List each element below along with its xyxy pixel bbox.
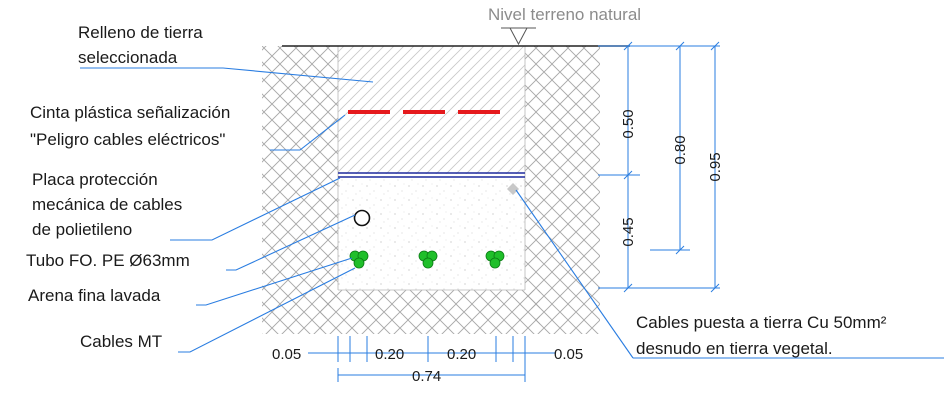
dim-0-20-b: 0.20 (447, 346, 476, 363)
tape-label-line2: "Peligro cables eléctricos" (30, 130, 225, 149)
plate-label-line2: mecánica de cables (32, 195, 182, 214)
earth-cable-label-line1: Cables puesta a tierra Cu 50mm² (636, 313, 887, 332)
natural-soil-hatch (262, 46, 600, 334)
plate-label-line3: de polietileno (32, 220, 132, 239)
mt-cables-label: Cables MT (80, 332, 162, 351)
fill-label-line2: seleccionada (78, 48, 178, 67)
dim-0-80: 0.80 (672, 135, 689, 164)
dim-0-74: 0.74 (412, 368, 441, 385)
ground-level-marker-icon (501, 27, 536, 46)
dim-0-20-a: 0.20 (375, 346, 404, 363)
dim-0-05-right: 0.05 (554, 346, 583, 363)
earth-cable-icon (507, 183, 519, 195)
vertical-dimensions (598, 41, 720, 293)
dim-0-05-left: 0.05 (272, 346, 301, 363)
horizontal-dimensions (308, 336, 555, 382)
mt-cable-trefoil-3 (485, 250, 505, 269)
fo-tube-icon (353, 209, 371, 227)
dim-0-50: 0.50 (620, 109, 637, 138)
trench-walls (337, 46, 526, 291)
leader-lines (80, 67, 944, 359)
mt-cable-trefoil-2 (418, 250, 438, 269)
protection-plate (338, 172, 525, 178)
fo-tube-label: Tubo FO. PE Ø63mm (26, 251, 190, 270)
mt-cable-trefoil-1 (349, 250, 369, 269)
earth-cable-label-line2: desnudo en tierra vegetal. (636, 339, 833, 358)
dim-0-95: 0.95 (707, 152, 724, 181)
tape-label-line1: Cinta plástica señalización (30, 103, 230, 122)
sand-label: Arena fina lavada (28, 286, 161, 305)
plate-label-line1: Placa protección (32, 170, 158, 189)
sand-zone (338, 175, 525, 290)
dim-0-45: 0.45 (620, 217, 637, 246)
fill-label-line1: Relleno de tierra (78, 23, 203, 42)
ground-level-label: Nivel terreno natural (488, 5, 641, 24)
